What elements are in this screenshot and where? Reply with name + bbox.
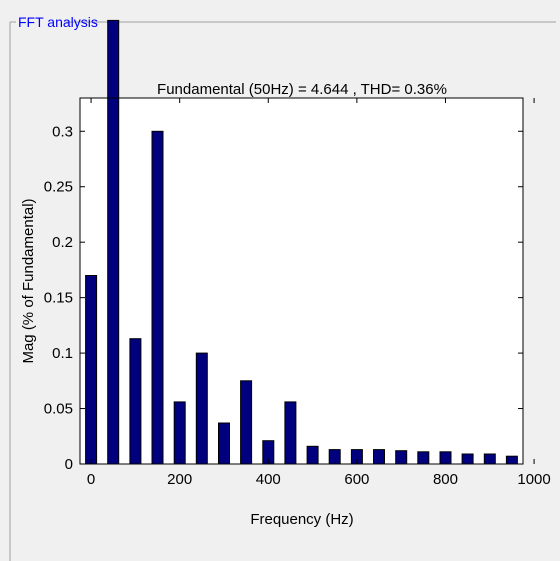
x-tick-label: 400 [256,471,281,488]
bar-450hz [284,401,297,465]
bar-550hz [328,449,341,465]
bar-0hz [85,275,98,465]
x-tick-label: 1000 [517,471,550,488]
bar-50hz [107,19,120,465]
bar-950hz [505,455,518,465]
plot-area [80,98,523,464]
x-tick-label: 200 [167,471,192,488]
x-tick-label: 0 [87,471,95,488]
x-tick-label: 600 [344,471,369,488]
y-tick-label: 0.2 [52,234,73,251]
bar-300hz [218,422,230,465]
bar-150hz [151,130,164,465]
y-tick-label: 0.05 [44,401,73,418]
y-tick-label: 0.25 [44,179,73,196]
bar-750hz [417,451,430,465]
axes-box [79,97,524,465]
chart-title: Fundamental (50Hz) = 4.644 , THD= 0.36% [157,81,447,98]
y-axis: 0 0.05 0.1 0.15 0.2 0.25 0.3 [44,123,523,473]
bar-100hz [129,338,142,465]
y-tick-label: 0.1 [52,345,73,362]
groupbox-title: FFT analysis [18,14,98,30]
bar-250hz [195,352,208,465]
bar-850hz [461,453,474,465]
bar-500hz [306,445,319,465]
x-axis: 0 200 400 600 800 1000 [87,98,551,488]
y-tick-label: 0 [65,456,73,473]
bar-350hz [240,380,253,465]
x-tick-label: 800 [433,471,458,488]
bar-900hz [483,453,496,465]
bar-200hz [173,401,186,465]
y-tick-label: 0.15 [44,290,73,307]
y-axis-label: Mag (% of Fundamental) [20,198,37,363]
x-axis-label: Frequency (Hz) [250,511,353,528]
groupbox-frame [9,21,556,561]
bar-650hz [373,449,385,465]
y-tick-label: 0.3 [52,123,73,140]
bar-700hz [395,450,408,465]
